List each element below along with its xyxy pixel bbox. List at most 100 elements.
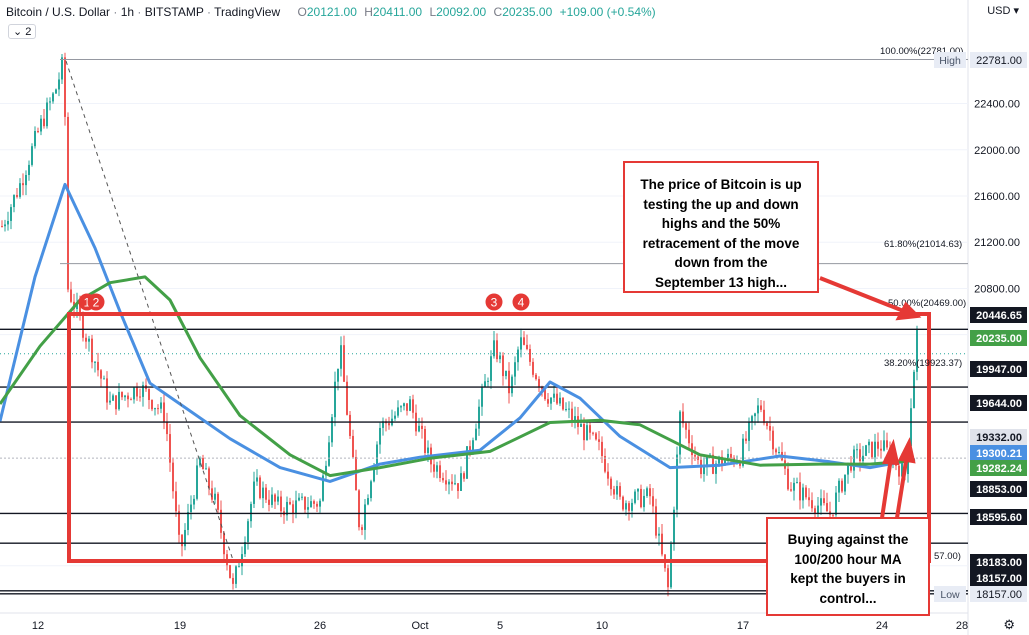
candle-body [307,507,309,510]
marker-4-label: 4 [518,296,525,310]
time-axis[interactable]: 12 19 26 Oct 5 10 17 24 28 [32,620,968,632]
candle-body [523,337,525,345]
candle-body [790,489,792,491]
candle-body [253,481,255,504]
candle-body [289,501,291,505]
candle-body [109,400,111,403]
price-axis[interactable]: 22400.00 22000.00 21600.00 21200.00 20800.00… [934,52,1027,602]
candle-body [97,361,99,371]
price-tag-label: 19282.24 [976,463,1023,475]
candle-body [667,568,669,588]
time-tick-label: 28 [956,620,968,632]
moving-averages [0,182,916,483]
price-tag-label: 18157.00 [976,573,1022,585]
change-value: +109.00 (+0.54%) [559,5,656,19]
candle-body [574,416,576,421]
candle-body [535,374,537,380]
candle-body [565,409,567,411]
marker-3-badge [485,293,503,311]
candle-body [136,387,138,397]
candle-body [661,533,663,555]
price-tick-label: 20800.00 [974,283,1020,295]
collapse-button[interactable]: ⌄ 2 [8,24,37,39]
candle-body [217,493,219,510]
candle-body [133,387,135,400]
exchange: BITSTAMP [144,5,204,19]
candle-body [268,499,270,505]
candle-body [388,423,390,426]
candle-body [877,441,879,449]
hl-value-box [970,586,1027,602]
fib-labels: 100.00%(22781.00) 61.80%(21014.63) 50.00%(… [880,46,966,562]
candle-body [583,423,585,441]
hl-tag-box [934,586,966,602]
candle-body [244,541,246,555]
candle-body [379,427,381,445]
candle-body [436,465,438,472]
candle-body [94,361,96,363]
time-tick-label: 10 [596,620,608,632]
interval[interactable]: 1h [120,5,135,19]
symbol-name[interactable]: Bitcoin / U.S. Dollar [6,5,111,19]
candle-body [475,428,477,441]
candle-body [418,425,420,432]
candle-body [748,422,750,441]
candle-body [682,411,684,424]
candle-body [313,501,315,504]
candle-body [775,449,777,453]
candle-body [628,503,630,511]
candle-body [802,487,804,501]
candle-body [1,226,3,228]
price-tag [970,361,1027,377]
candle-body [259,477,261,499]
candle-body [460,473,462,491]
candle-body [601,441,603,457]
candle-body [376,444,378,467]
candle-body [370,481,372,499]
candle-body [772,430,774,450]
hl-value: 18157.00 [976,589,1022,601]
ma-200-hour [0,275,916,478]
marker-4-badge [512,293,530,311]
candle-body [292,504,294,514]
time-tick-label: 19 [174,620,186,632]
candle-body [640,488,642,508]
source: TradingView [214,5,281,19]
candle-body [394,415,396,419]
candle-body [187,512,189,530]
settings-gear-icon[interactable]: ⚙ [1003,617,1015,632]
candle-body [163,402,165,423]
price-tag [970,445,1027,461]
candle-body [205,468,207,470]
candle-body [271,494,273,505]
price-tag [970,570,1027,586]
range-box [67,312,931,563]
callout-arrows [819,276,922,519]
fib-label: 57.00) [934,551,961,562]
candle-body [805,487,807,498]
candle-body [106,378,108,403]
candle-body [70,289,72,302]
price-tag-label: 19644.00 [976,398,1022,410]
candle-body [532,361,534,375]
candle-body [520,337,522,350]
price-tag [970,481,1027,497]
candle-body [235,566,237,584]
candle-body [28,164,30,175]
candle-body [406,403,408,411]
candle-body [88,338,90,342]
candle-body [496,340,498,360]
candle-body [715,463,717,474]
fib-label: 100.00%(22781.00) [880,46,963,57]
candle-body [760,405,762,410]
candle-body [298,497,300,501]
candle-body [481,386,483,407]
currency-selector[interactable]: USD ▾ [987,5,1019,17]
candle-body [433,464,435,472]
candle-body [322,475,324,501]
candle-body [727,453,729,461]
candle-body [40,118,42,132]
candle-body [10,207,12,221]
